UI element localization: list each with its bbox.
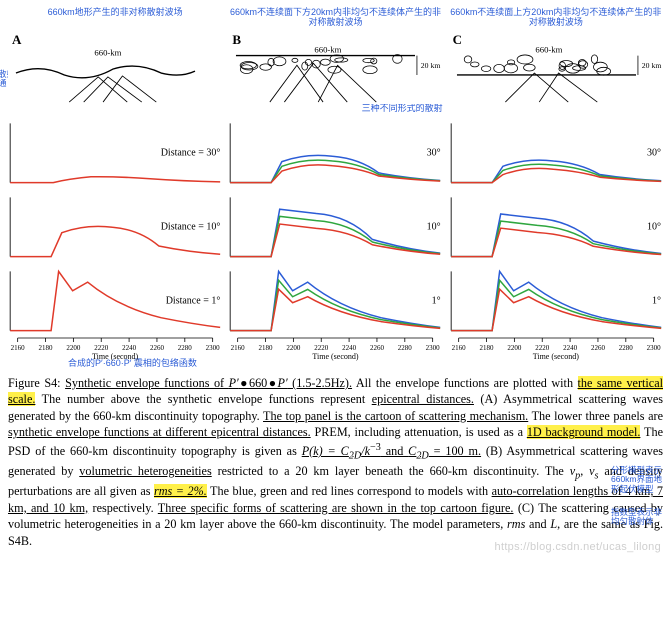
xaxis-B: 21602180220022202240226022802300 Time (s… <box>228 336 442 354</box>
watermark: https://blog.csdn.net/ucas_lilong <box>495 541 661 553</box>
blue-caption-B: 660km不连续面下方20km内非均匀不连续体产生的非对称散射波场 <box>228 8 442 30</box>
figure-label: Figure S4: <box>8 376 65 390</box>
svg-text:2240: 2240 <box>342 344 357 352</box>
svg-text:2300: 2300 <box>646 344 661 352</box>
figure-caption: Figure S4: Synthetic envelope functions … <box>8 375 663 549</box>
svg-text:2280: 2280 <box>618 344 633 352</box>
blue-caption-C: 660km不连续面上方20km内非均匀不连续体产生的非对称散射波场 <box>449 8 663 30</box>
svg-text:660-km: 660-km <box>535 45 562 55</box>
xaxis-label: Time (second) <box>8 352 222 361</box>
svg-text:2180: 2180 <box>259 344 274 352</box>
column-c: 660km不连续面上方20km内非均匀不连续体产生的非对称散射波场C660-km… <box>449 8 663 354</box>
svg-text:2260: 2260 <box>370 344 385 352</box>
waveform-C-1: 10° <box>449 192 663 262</box>
distance-label-B-2: 1° <box>432 296 441 307</box>
cartoon-A: 660-km <box>8 44 222 104</box>
svg-text:2240: 2240 <box>122 344 137 352</box>
waveform-B-1: 10° <box>228 192 442 262</box>
waveform-B-0: 30° <box>228 118 442 188</box>
svg-text:2180: 2180 <box>39 344 54 352</box>
waveform-A-2: Distance = 1° <box>8 266 222 336</box>
svg-text:2300: 2300 <box>426 344 441 352</box>
cartoon-B: 660-km 20 km <box>228 44 442 104</box>
svg-text:2280: 2280 <box>178 344 193 352</box>
column-a: 660km地形产生的非对称散射波场A660-km Distance = 30° … <box>8 8 222 354</box>
waveform-A-1: Distance = 10° <box>8 192 222 262</box>
svg-text:2280: 2280 <box>398 344 413 352</box>
svg-text:2200: 2200 <box>507 344 522 352</box>
svg-text:2260: 2260 <box>150 344 165 352</box>
blue-footnote-B: 三种不同形式的散射 <box>228 104 442 114</box>
svg-text:2160: 2160 <box>231 344 246 352</box>
distance-label-B-1: 10° <box>427 222 441 233</box>
distance-label-A-1: Distance = 10° <box>161 222 221 233</box>
distance-label-C-2: 1° <box>652 296 661 307</box>
waveform-B-2: 1° <box>228 266 442 336</box>
distance-label-C-1: 10° <box>647 222 661 233</box>
svg-text:20 km: 20 km <box>421 61 441 70</box>
xaxis-A: 21602180220022202240226022802300 Time (s… <box>8 336 222 354</box>
waveform-C-2: 1° <box>449 266 663 336</box>
svg-text:2220: 2220 <box>535 344 550 352</box>
side-note-right-1: 指数型表示非均匀散射体 <box>611 508 669 527</box>
svg-text:660-km: 660-km <box>315 45 342 55</box>
svg-text:2300: 2300 <box>206 344 221 352</box>
svg-text:2160: 2160 <box>11 344 26 352</box>
xaxis-C: 21602180220022202240226022802300 Time (s… <box>449 336 663 354</box>
svg-text:2220: 2220 <box>94 344 109 352</box>
distance-label-A-0: Distance = 30° <box>161 148 221 159</box>
svg-text:2220: 2220 <box>315 344 330 352</box>
blue-caption-A: 660km地形产生的非对称散射波场 <box>8 8 222 30</box>
cartoon-C: 660-km 20 km <box>449 44 663 104</box>
side-note-right-0: 分形模型表示660km界面地形起伏模型 <box>611 466 669 494</box>
svg-text:2160: 2160 <box>451 344 466 352</box>
column-b: 660km不连续面下方20km内非均匀不连续体产生的非对称散射波场B660-km… <box>228 8 442 354</box>
svg-text:20 km: 20 km <box>641 61 661 70</box>
distance-label-B-0: 30° <box>427 148 441 159</box>
xaxis-label: Time (second) <box>449 352 663 361</box>
distance-label-A-2: Distance = 1° <box>166 296 221 307</box>
svg-text:2200: 2200 <box>66 344 81 352</box>
waveform-A-0: Distance = 30° <box>8 118 222 188</box>
svg-text:2260: 2260 <box>591 344 606 352</box>
figure-row: 散射机理的卡通 660km地形产生的非对称散射波场A660-km Distanc… <box>8 8 663 354</box>
waveform-C-0: 30° <box>449 118 663 188</box>
xaxis-label: Time (second) <box>228 352 442 361</box>
svg-text:2240: 2240 <box>563 344 578 352</box>
distance-label-C-0: 30° <box>647 148 661 159</box>
svg-text:2180: 2180 <box>479 344 494 352</box>
svg-text:2200: 2200 <box>287 344 302 352</box>
svg-text:660-km: 660-km <box>94 48 121 58</box>
